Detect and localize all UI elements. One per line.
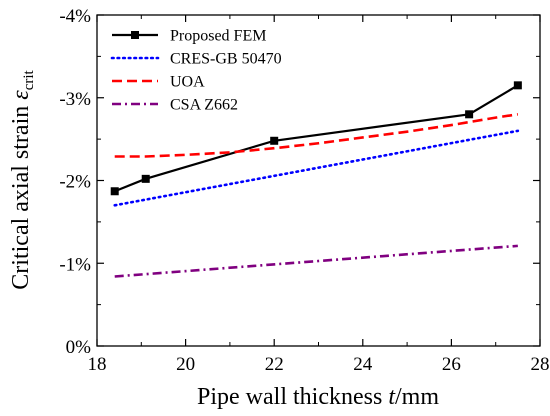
- y-axis-title: Critical axial strain εcrit: [8, 69, 37, 289]
- legend-label: UOA: [170, 74, 205, 91]
- legend-label: Proposed FEM: [170, 28, 266, 45]
- legend-label: CRES-GB 50470: [170, 51, 282, 68]
- y-tick-label: -3%: [59, 89, 91, 110]
- data-point: [270, 136, 279, 145]
- series-csa-z662: [114, 244, 518, 278]
- series-uoa: [114, 113, 519, 158]
- y-tick-label: 0%: [66, 337, 92, 358]
- y-axis: 0% -1% -2% -3% -4%: [59, 6, 540, 358]
- data-point: [141, 174, 150, 183]
- legend-label: CSA Z662: [170, 97, 238, 114]
- legend-item: CRES-GB 50470: [110, 51, 282, 68]
- data-point: [513, 81, 522, 90]
- x-axis-title: Pipe wall thickness t/mm: [197, 384, 439, 410]
- x-tick-label: 22: [265, 354, 284, 375]
- y-tick-label: -1%: [59, 254, 91, 275]
- legend-item: Proposed FEM: [112, 28, 266, 45]
- legend-marker: [131, 31, 139, 39]
- series-line: [114, 244, 518, 278]
- series-line: [114, 113, 519, 158]
- plot-frame: [96, 14, 541, 347]
- series-layer: [110, 81, 522, 278]
- x-axis: 18 20 22 24 26 28: [88, 15, 550, 375]
- x-tick-label: 24: [353, 354, 373, 375]
- data-point: [465, 110, 474, 119]
- legend: Proposed FEM CRES-GB 50470 UOA CSA Z662: [110, 28, 282, 114]
- y-tick-label: -4%: [59, 6, 91, 27]
- x-tick-label: 28: [531, 354, 550, 375]
- series-proposed-fem: [110, 81, 522, 196]
- legend-item: UOA: [112, 74, 205, 91]
- series-cres-gb-50470: [113, 129, 520, 207]
- series-line: [113, 129, 520, 207]
- x-tick-label: 18: [88, 354, 107, 375]
- x-tick-label: 26: [442, 354, 461, 375]
- data-point: [110, 187, 119, 196]
- legend-item: CSA Z662: [112, 97, 238, 114]
- x-tick-label: 20: [176, 354, 195, 375]
- y-tick-label: -2%: [59, 172, 91, 193]
